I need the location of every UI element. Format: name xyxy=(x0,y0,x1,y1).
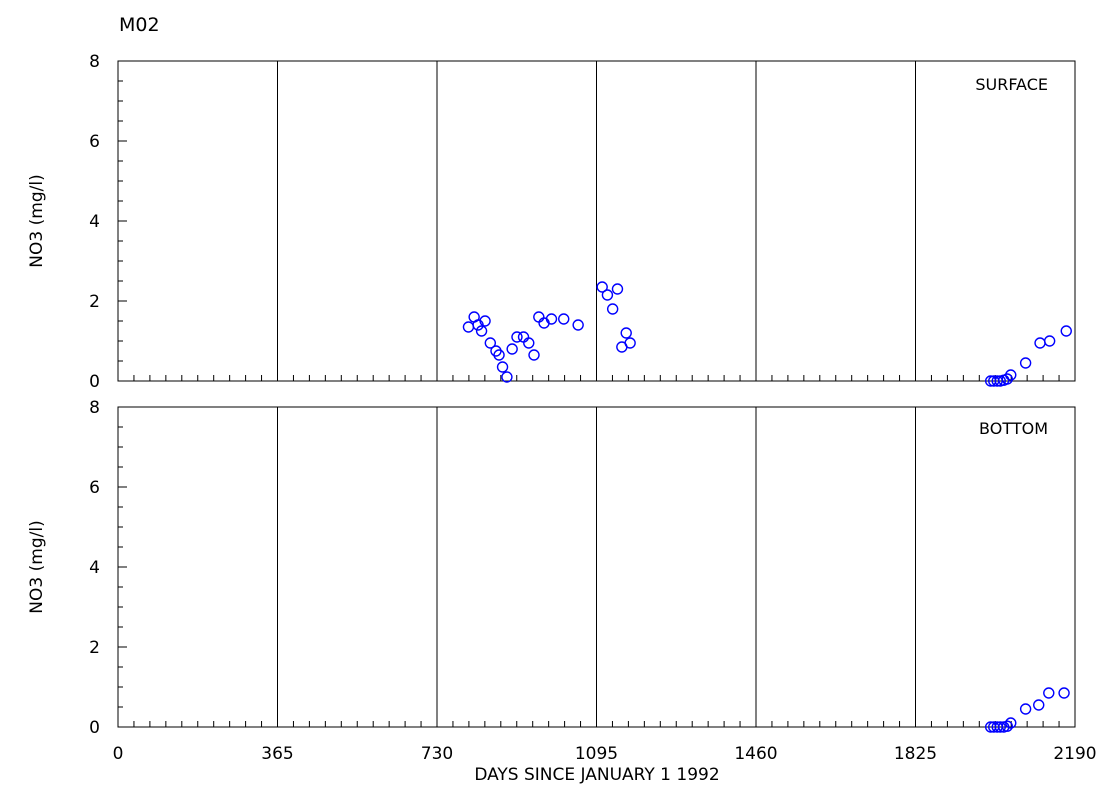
data-point-surface-36 xyxy=(1043,335,1056,347)
y-tick-label-bottom-6: 6 xyxy=(89,478,100,498)
chart-title: M02 xyxy=(119,14,160,36)
y-tick-label-surface-8: 8 xyxy=(89,52,100,72)
y-tick-label-bottom-0: 0 xyxy=(89,718,100,738)
data-point-bottom-10 xyxy=(1058,687,1070,699)
y-tick-label-surface-0: 0 xyxy=(89,372,100,392)
data-point-surface-13 xyxy=(523,337,535,349)
panel-surface-y-axis-label: NO3 (mg/l) xyxy=(27,174,47,267)
data-point-bottom-5 xyxy=(1001,720,1013,732)
data-point-bottom-7 xyxy=(1019,703,1032,715)
y-tick-label-surface-6: 6 xyxy=(89,132,100,152)
x-tick-labels: 0 365 730 1095 1460 1825 2190 xyxy=(113,744,1097,764)
panel-surface: 0 2 4 6 8 SURFACE NO3 (mg/l) xyxy=(27,52,1076,392)
x-tick-label-1825: 1825 xyxy=(894,744,937,764)
data-point-surface-34 xyxy=(1019,357,1032,369)
y-tick-label-bottom-8: 8 xyxy=(89,398,100,418)
data-point-surface-17 xyxy=(545,313,558,325)
data-point-surface-26 xyxy=(624,337,636,349)
panel-surface-y-ticks: 0 2 4 6 8 xyxy=(89,52,127,392)
panel-bottom-x-minor-ticks xyxy=(117,719,1076,727)
x-tick-label-0: 0 xyxy=(113,744,124,764)
y-tick-label-surface-2: 2 xyxy=(89,292,100,312)
data-point-surface-9 xyxy=(501,371,513,383)
x-axis-label: DAYS SINCE JANUARY 1 1992 xyxy=(474,765,719,785)
data-point-surface-11 xyxy=(511,331,523,343)
panel-surface-label: SURFACE xyxy=(975,75,1048,94)
x-tick-label-1460: 1460 xyxy=(734,744,777,764)
data-point-surface-12 xyxy=(517,331,530,343)
x-tick-label-1095: 1095 xyxy=(575,744,618,764)
panel-bottom-label: BOTTOM xyxy=(979,419,1048,438)
x-tick-label-730: 730 xyxy=(421,744,453,764)
panel-surface-gridlines xyxy=(277,61,916,381)
x-tick-label-365: 365 xyxy=(261,744,293,764)
panel-bottom-points xyxy=(984,687,1070,733)
panel-surface-x-minor-ticks xyxy=(117,373,1076,381)
panel-bottom-gridlines xyxy=(277,407,916,727)
panel-bottom-y-axis-label: NO3 (mg/l) xyxy=(27,520,47,613)
data-point-surface-33 xyxy=(1005,369,1017,381)
data-point-surface-7 xyxy=(493,349,505,361)
data-point-surface-10 xyxy=(506,343,518,355)
data-point-surface-19 xyxy=(572,319,584,331)
panel-bottom-y-ticks: 0 2 4 6 8 xyxy=(89,398,127,738)
y-tick-label-surface-4: 4 xyxy=(89,212,100,232)
data-point-surface-8 xyxy=(496,361,509,373)
data-point-surface-4 xyxy=(479,315,491,327)
data-point-surface-3 xyxy=(475,325,488,337)
data-point-surface-18 xyxy=(558,313,570,325)
data-point-surface-37 xyxy=(1060,325,1072,337)
data-point-bottom-8 xyxy=(1033,699,1045,711)
y-tick-label-bottom-2: 2 xyxy=(89,638,100,658)
data-point-surface-35 xyxy=(1034,337,1046,349)
data-point-bottom-9 xyxy=(1043,687,1055,699)
data-point-surface-23 xyxy=(611,283,624,295)
data-point-surface-25 xyxy=(620,327,632,339)
y-tick-label-bottom-4: 4 xyxy=(89,558,100,578)
data-point-bottom-6 xyxy=(1005,717,1017,729)
data-point-surface-21 xyxy=(601,289,614,301)
panel-bottom: 0 2 4 6 8 BOTTOM NO3 (mg/l) xyxy=(27,398,1076,738)
data-point-surface-15 xyxy=(533,311,545,323)
data-point-surface-5 xyxy=(484,337,497,349)
data-point-bottom-3 xyxy=(994,721,1006,733)
data-point-surface-14 xyxy=(528,349,540,361)
panel-surface-points xyxy=(462,281,1072,387)
data-point-surface-22 xyxy=(606,303,619,315)
data-point-surface-0 xyxy=(462,321,475,333)
data-point-surface-20 xyxy=(596,281,608,293)
data-point-surface-32 xyxy=(1001,373,1013,385)
x-tick-label-2190: 2190 xyxy=(1053,744,1096,764)
